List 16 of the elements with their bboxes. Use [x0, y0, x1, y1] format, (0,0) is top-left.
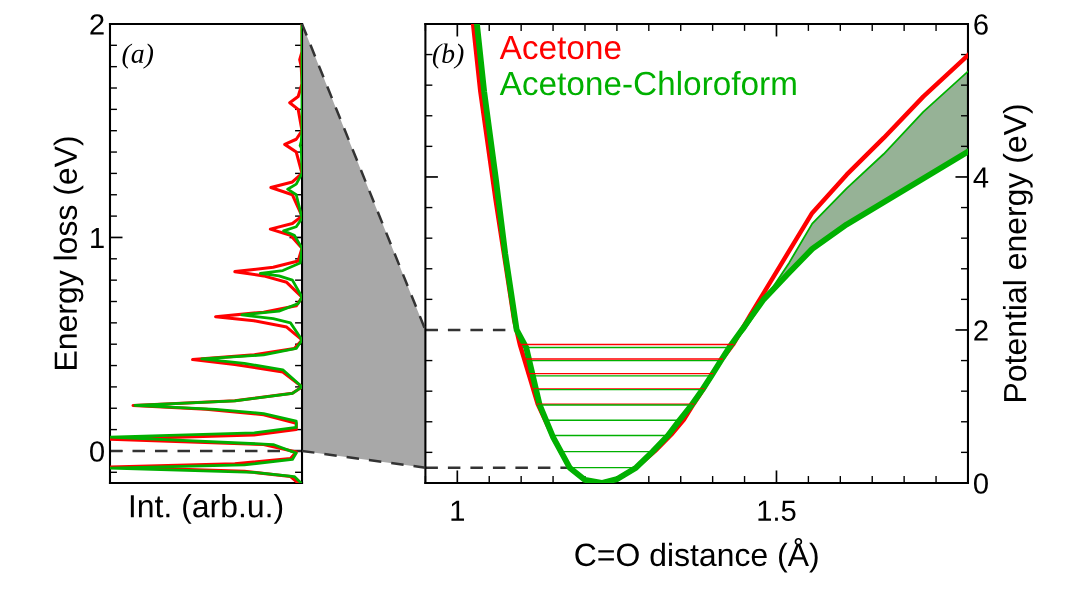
annotation: (b) — [432, 43, 464, 69]
y2-tick-label: 4 — [973, 167, 989, 188]
y2-tick-label: 2 — [974, 320, 988, 341]
series-label: Acetone-Chloroform — [499, 70, 796, 96]
y-tick-label: 2 — [90, 14, 104, 35]
series-label: Acetone — [499, 36, 621, 60]
y-axis-title: Energy loss (eV) — [53, 137, 84, 369]
y2-axis-title: Potential energy (eV) — [1002, 105, 1033, 401]
y-tick-label: 0 — [90, 441, 104, 462]
y2-tick-label: 6 — [974, 14, 988, 35]
y2-tick-label: 0 — [973, 473, 988, 494]
x-tick-label: 1.5 — [758, 500, 796, 522]
x-axis-title: Int. (arb.u.) — [130, 494, 283, 524]
annotation: (a) — [122, 43, 154, 69]
x-axis-title: C=O distance (Å) — [575, 537, 818, 573]
y-tick-label: 1 — [91, 227, 104, 249]
